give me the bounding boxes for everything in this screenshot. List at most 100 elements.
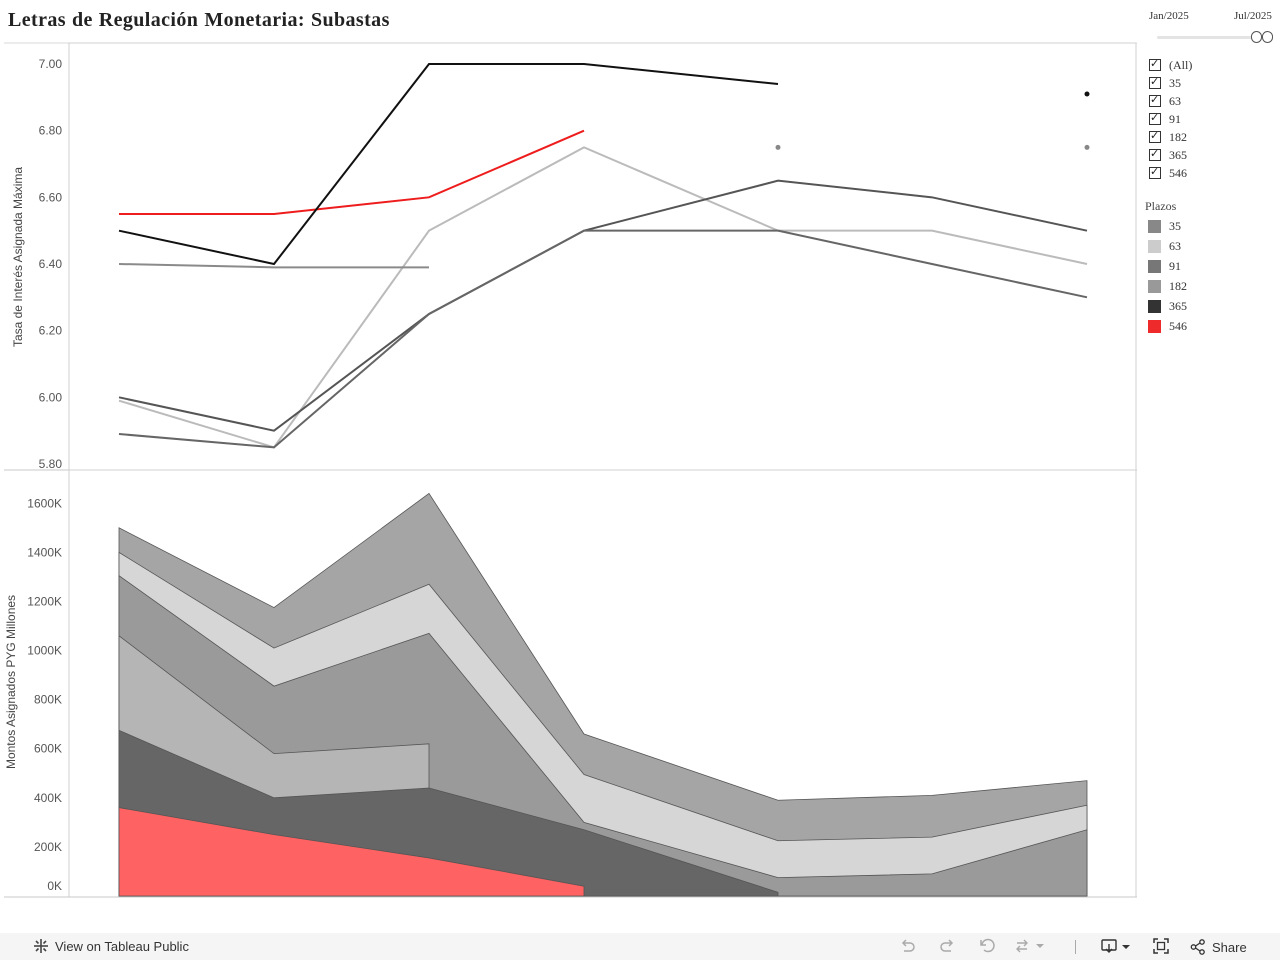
y-tick-label: 1200K — [27, 594, 62, 608]
filter-item-label: 35 — [1169, 75, 1181, 90]
line-series-365[interactable] — [118, 63, 1090, 266]
share-label: Share — [1212, 939, 1247, 955]
checkbox-checked-icon[interactable] — [1149, 165, 1161, 179]
area-chart[interactable]: 1600K 1400K 1200K 1000K 800K 600K 400K 200K 0K — [27, 492, 1088, 897]
legend-label: 546 — [1169, 318, 1187, 333]
legend-label: 182 — [1169, 278, 1187, 293]
filter-item-182[interactable]: 182 — [1149, 128, 1192, 146]
line-path[interactable] — [118, 263, 429, 269]
legend-swatch — [1148, 299, 1161, 313]
line-chart[interactable]: 7.00 6.80 6.60 6.40 6.20 6.00 5.80 — [39, 57, 1090, 471]
y-tick-label: 0K — [47, 879, 62, 893]
title-word: Regulación — [98, 9, 199, 31]
area-chart-y-axis-title: Montos Asignados PYG Millones — [4, 595, 18, 769]
legend-item-91[interactable]: 91 — [1145, 256, 1187, 276]
filter-item-all[interactable]: (All) — [1149, 56, 1192, 74]
y-tick-label: 6.00 — [39, 390, 63, 404]
line-point[interactable] — [775, 144, 781, 150]
y-tick-label: 600K — [34, 742, 62, 756]
y-tick-label: 1000K — [27, 644, 62, 658]
title-word: Monetaria: — [204, 9, 305, 31]
filter-item-label: (All) — [1169, 57, 1193, 72]
line-series-182[interactable] — [118, 229, 1088, 449]
fullscreen-button[interactable] — [1152, 937, 1170, 955]
tableau-logo-icon — [34, 939, 48, 953]
view-on-tableau-public-link[interactable]: View on Tableau Public — [33, 938, 189, 954]
redo-button[interactable] — [938, 937, 956, 955]
legend-title: Plazos — [1145, 199, 1177, 213]
legend-item-35[interactable]: 35 — [1145, 216, 1187, 236]
y-tick-label: 800K — [34, 693, 62, 707]
refresh-icon — [1016, 939, 1044, 953]
y-tick-label: 6.20 — [39, 324, 63, 338]
filter-item-label: 182 — [1169, 129, 1187, 144]
slider-start-handle[interactable] — [1251, 31, 1262, 43]
revert-icon — [980, 938, 995, 953]
slider-start-label: Jan/2025 — [1149, 10, 1189, 22]
legend-item-182[interactable]: 182 — [1145, 276, 1187, 296]
title-word: Letras — [8, 9, 66, 31]
line-series-35[interactable] — [118, 263, 429, 269]
filter-item-label: 365 — [1169, 147, 1187, 162]
share-button[interactable]: Share — [1190, 939, 1247, 955]
y-tick-label: 400K — [34, 791, 62, 805]
legend-item-365[interactable]: 365 — [1145, 296, 1187, 316]
legend-swatch — [1148, 239, 1161, 253]
line-path[interactable] — [118, 229, 1088, 449]
legend-item-546[interactable]: 546 — [1145, 316, 1187, 336]
download-button[interactable] — [1100, 937, 1132, 955]
checkbox-checked-icon[interactable] — [1149, 57, 1161, 71]
charts-canvas: 7.006.806.606.406.206.005.80 1600K1400K1… — [4, 42, 1137, 898]
y-tick-label: 6.80 — [39, 124, 63, 138]
line-path[interactable] — [119, 129, 585, 215]
legend-swatch — [1148, 219, 1161, 233]
legend-items: 35 63 91 182 365 546 — [1145, 216, 1187, 336]
line-point[interactable] — [1084, 144, 1090, 150]
redo-icon — [940, 939, 954, 952]
plazos-legend: Plazos 35 63 91 182 365 546 — [1145, 199, 1187, 336]
filter-item-546[interactable]: 546 — [1149, 164, 1192, 182]
filter-item-63[interactable]: 63 — [1149, 92, 1192, 110]
y-tick-label: 5.80 — [39, 457, 63, 471]
y-tick-label: 1400K — [27, 545, 62, 559]
legend-swatch — [1148, 279, 1161, 293]
legend-label: 63 — [1169, 238, 1181, 253]
checkbox-checked-icon[interactable] — [1149, 129, 1161, 143]
legend-item-63[interactable]: 63 — [1145, 236, 1187, 256]
filter-item-label: 546 — [1169, 165, 1187, 180]
y-tick-label: 7.00 — [39, 57, 63, 71]
legend-label: 91 — [1169, 258, 1181, 273]
checkbox-checked-icon[interactable] — [1149, 93, 1161, 107]
filter-item-91[interactable]: 91 — [1149, 110, 1192, 128]
line-series-546[interactable] — [119, 129, 585, 215]
refresh-button[interactable] — [1014, 937, 1044, 955]
checkbox-checked-icon[interactable] — [1149, 111, 1161, 125]
title-word: Subastas — [310, 9, 390, 31]
area-layer-546[interactable] — [118, 807, 585, 897]
line-series-markers[interactable] — [775, 144, 1090, 150]
plazo-filter: (All) 35 63 91 182 365 546 — [1149, 56, 1192, 182]
undo-button[interactable] — [899, 937, 917, 955]
checkbox-checked-icon[interactable] — [1149, 147, 1161, 161]
legend-swatch — [1148, 259, 1161, 273]
download-icon — [1101, 939, 1130, 953]
undo-icon — [901, 939, 915, 952]
filter-item-35[interactable]: 35 — [1149, 74, 1192, 92]
dashboard-title: Letras de Regulación Monetaria: Subastas — [8, 9, 396, 32]
line-path[interactable] — [118, 63, 779, 266]
y-tick-label: 6.40 — [39, 257, 63, 271]
filter-item-365[interactable]: 365 — [1149, 146, 1192, 164]
date-range-slider-track[interactable] — [1157, 36, 1257, 39]
revert-button[interactable] — [978, 937, 996, 955]
line-point[interactable] — [1084, 91, 1090, 97]
legend-swatch — [1148, 319, 1161, 333]
y-tick-label: 200K — [34, 840, 62, 854]
y-tick-label: 6.60 — [39, 190, 63, 204]
toolbar-divider — [1075, 940, 1076, 954]
filter-item-label: 91 — [1169, 111, 1181, 126]
line-chart-frame — [68, 42, 1137, 471]
line-chart-y-axis-title: Tasa de Interés Asignada Máxima — [11, 167, 25, 347]
slider-end-handle[interactable] — [1262, 31, 1273, 43]
y-tick-label: 1600K — [27, 496, 62, 510]
checkbox-checked-icon[interactable] — [1149, 75, 1161, 89]
